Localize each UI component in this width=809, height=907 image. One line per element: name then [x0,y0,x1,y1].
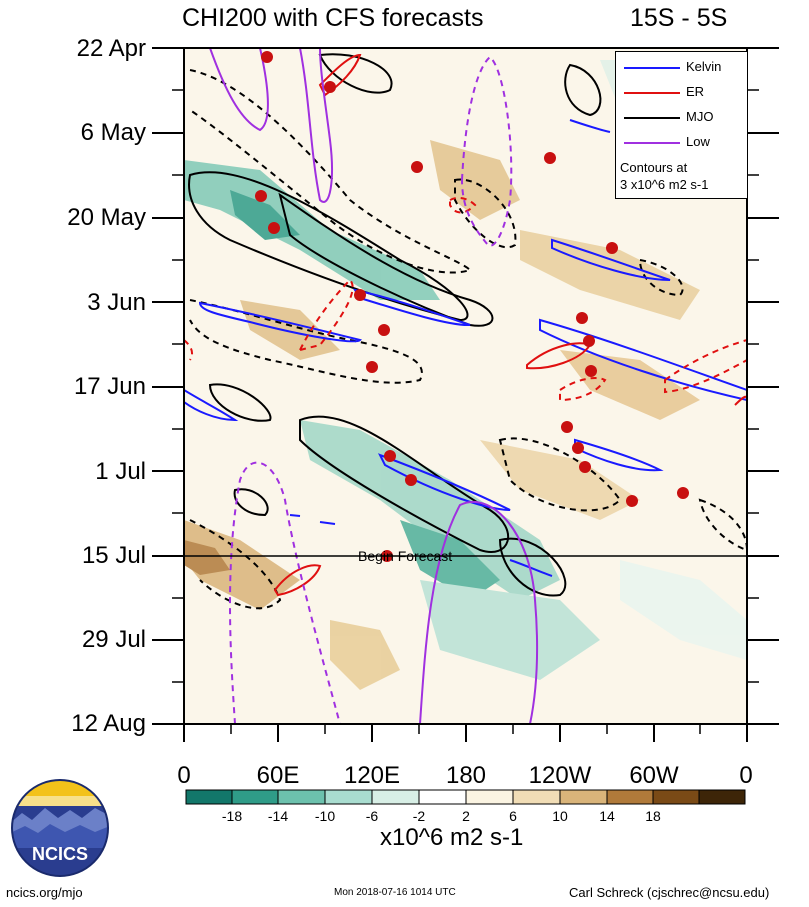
legend-label: Low [686,134,710,149]
logo-text: NCICS [32,844,88,864]
x-tick-label: 0 [177,762,191,789]
legend-item-low: Low [620,133,744,151]
y-tick-label: 29 Jul [81,626,146,653]
y-tick-label: 17 Jun [73,373,146,400]
x-tick-label: 120W [528,762,592,789]
colorbar-tick-label: -2 [412,808,426,824]
begin-forecast-label: Begin Forecast [358,548,453,564]
ncics-logo: NCICS [11,779,109,877]
colorbar-units-label: x10^6 m2 s-1 [380,824,524,851]
legend-note: Contours at 3 x10^6 m2 s-1 [620,159,708,193]
legend: Kelvin ER MJO Low Contours at 3 x10^6 m2… [615,51,748,199]
legend-note-line2: 3 x10^6 m2 s-1 [620,177,709,192]
legend-label: ER [686,84,705,99]
y-tick-label: 3 Jun [87,289,146,316]
x-tick-label: 60W [629,762,679,789]
x-tick-label: 0 [739,762,753,789]
x-tick-label: 120E [343,762,401,789]
colorbar-tick-label: 14 [599,808,615,824]
storm-markers [255,51,689,562]
y-tick-label: 1 Jul [95,458,146,485]
legend-label: Kelvin [686,59,722,74]
y-tick-label: 15 Jul [81,542,146,569]
legend-item-er: ER [620,83,744,101]
y-tick-label: 6 May [80,119,146,146]
colorbar-tick-label: -14 [267,808,289,824]
colorbar-tick-label: 2 [462,808,470,824]
colorbar-tick-label: -18 [221,808,243,824]
colorbar-tick-label: -10 [314,808,336,824]
colorbar-tick-label: 6 [509,808,517,824]
colorbar [185,789,746,805]
colorbar-tick-label: 10 [552,808,568,824]
legend-note-line1: Contours at [620,160,688,175]
y-tick-label: 12 Aug [71,710,146,737]
colorbar-tick-label: -6 [365,808,379,824]
legend-item-kelvin: Kelvin [620,58,744,76]
x-tick-label: 60E [256,762,300,789]
colorbar-tick-label: 18 [645,808,661,824]
website-link[interactable]: ncics.org/mjo [6,885,83,900]
latitude-band-label: 15S - 5S [630,4,728,32]
author-credit: Carl Schreck (cjschrec@ncsu.edu) [569,885,770,900]
timestamp: Mon 2018-07-16 1014 UTC [334,887,456,898]
chart-title: CHI200 with CFS forecasts [182,4,484,32]
legend-item-mjo: MJO [620,108,744,126]
y-tick-label: 22 Apr [76,35,146,62]
legend-label: MJO [686,109,714,124]
y-tick-label: 20 May [67,204,146,231]
x-tick-label: 180 [445,762,487,789]
